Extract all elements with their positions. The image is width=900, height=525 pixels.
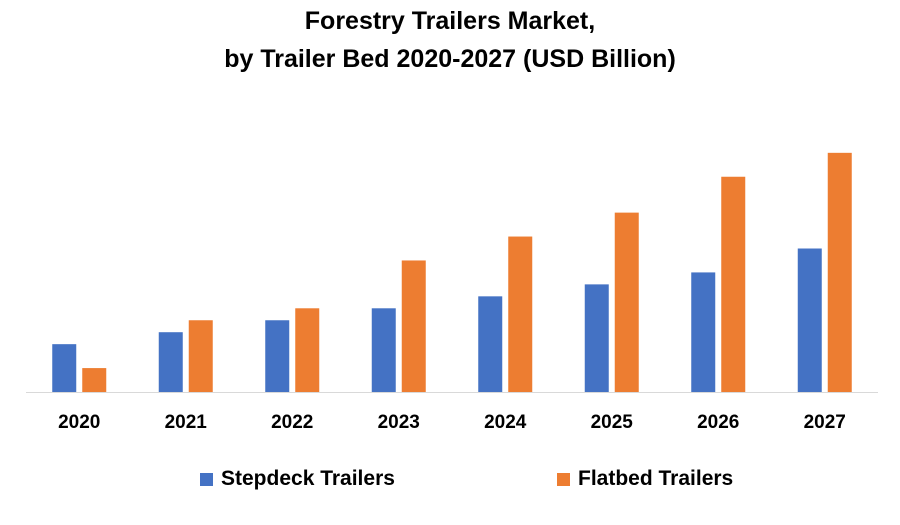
x-tick-label: 2023 xyxy=(378,412,420,433)
bar-flatbed-2021 xyxy=(188,320,213,392)
bar-stepdeck-2021 xyxy=(158,332,183,392)
bar-stepdeck-2026 xyxy=(691,272,716,392)
legend-item-stepdeck: Stepdeck Trailers xyxy=(200,467,395,491)
bar-flatbed-2020 xyxy=(82,368,107,392)
bar-stepdeck-2025 xyxy=(584,284,609,392)
bar-flatbed-2023 xyxy=(401,260,426,392)
bar-stepdeck-2024 xyxy=(478,296,503,392)
bar-stepdeck-2027 xyxy=(797,248,822,392)
legend-label-stepdeck: Stepdeck Trailers xyxy=(221,467,395,490)
bar-stepdeck-2022 xyxy=(265,320,290,392)
legend-swatch-stepdeck xyxy=(200,472,213,486)
x-tick-label: 2021 xyxy=(165,412,208,433)
x-tick-label: 2024 xyxy=(484,412,527,433)
bar-flatbed-2024 xyxy=(508,236,533,392)
chart-title: Forestry Trailers Market, xyxy=(304,7,596,35)
legend-swatch-flatbed xyxy=(557,472,570,486)
legend-label-flatbed: Flatbed Trailers xyxy=(578,467,734,490)
legend-item-flatbed: Flatbed Trailers xyxy=(557,467,733,491)
x-tick-label: 2020 xyxy=(58,412,100,433)
x-tick-label: 2022 xyxy=(271,412,313,433)
bar-stepdeck-2020 xyxy=(52,344,77,392)
bar-stepdeck-2023 xyxy=(371,308,396,392)
bar-flatbed-2026 xyxy=(721,176,746,392)
bar-flatbed-2022 xyxy=(295,308,320,392)
bar-flatbed-2027 xyxy=(827,152,852,392)
bar-flatbed-2025 xyxy=(614,212,639,392)
x-tick-label: 2027 xyxy=(804,412,846,433)
x-tick-label: 2025 xyxy=(591,412,634,433)
chart-subtitle: by Trailer Bed 2020-2027 (USD Billion) xyxy=(224,45,676,73)
x-tick-label: 2026 xyxy=(697,412,739,433)
